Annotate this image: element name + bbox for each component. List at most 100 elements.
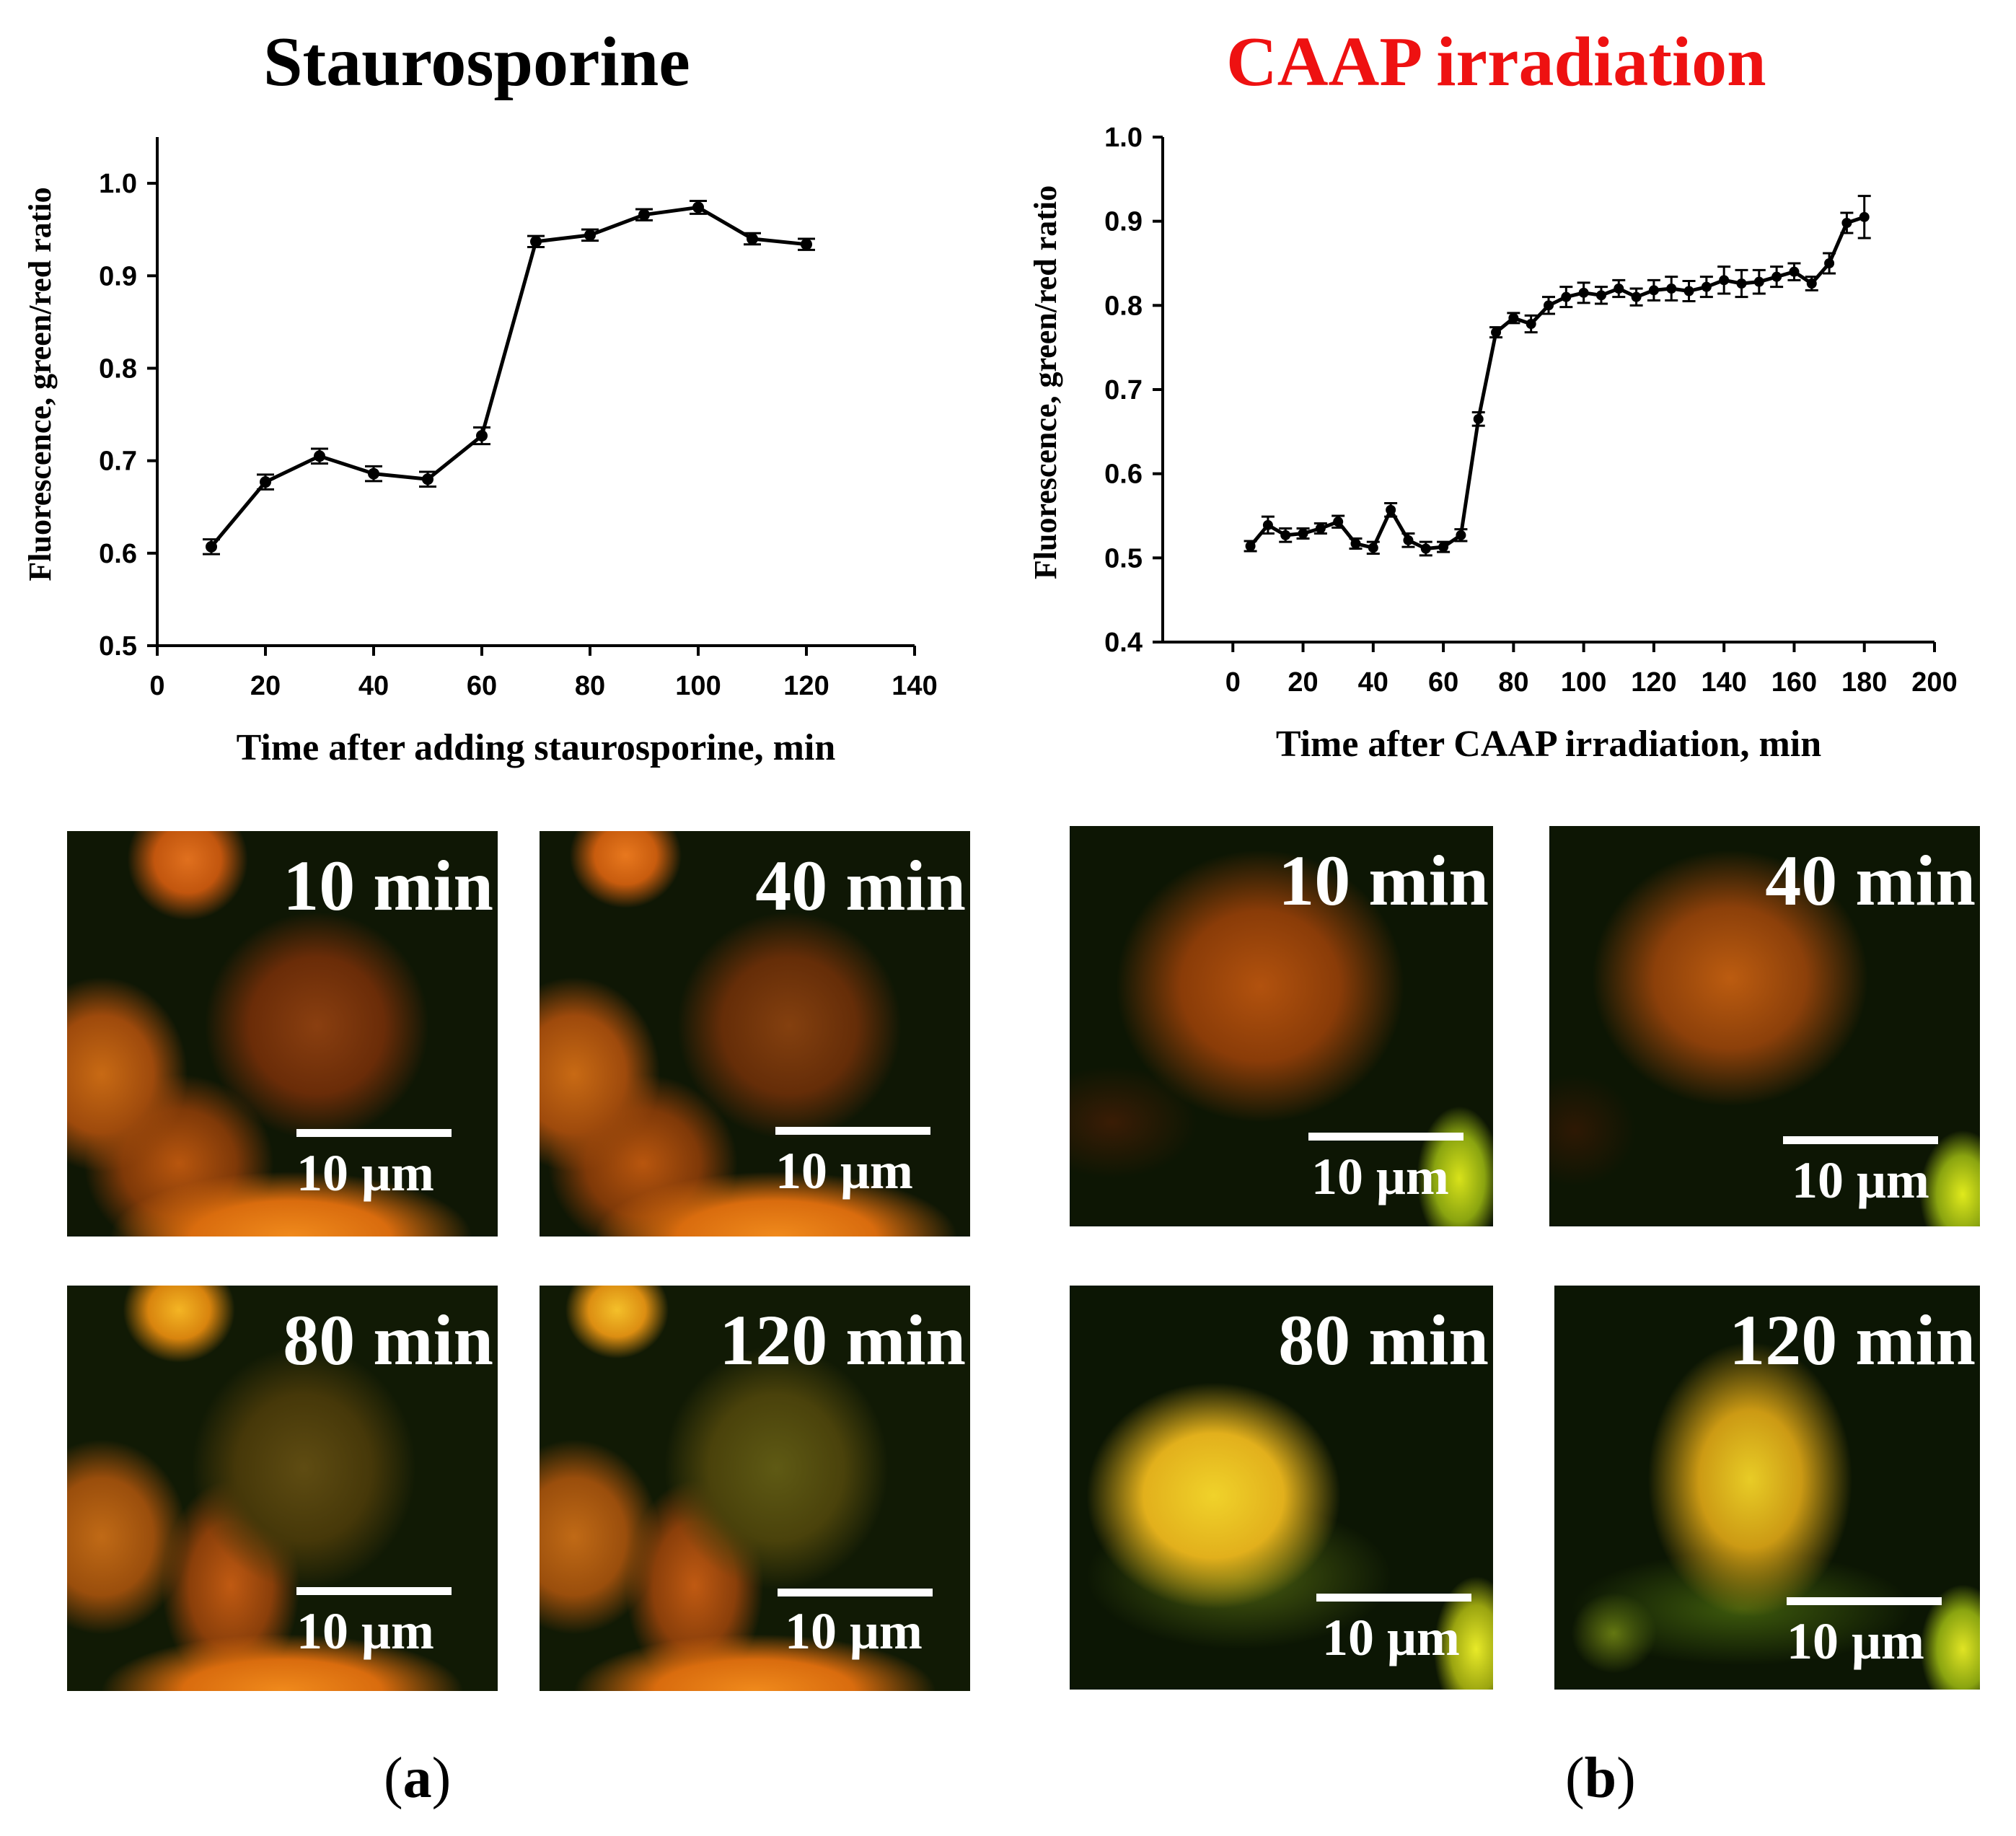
scale-label: 10 μm xyxy=(1792,1151,1929,1209)
x-tick-label: 100 xyxy=(675,671,721,701)
data-point xyxy=(1841,218,1852,228)
y-tick-label: 1.0 xyxy=(99,169,137,199)
panel-b-label: (b) xyxy=(1565,1747,1636,1810)
data-point xyxy=(1420,543,1431,554)
data-point xyxy=(368,467,379,480)
data-point xyxy=(1315,523,1326,534)
scale-bar xyxy=(1308,1133,1463,1141)
panel-a-label: (a) xyxy=(384,1747,452,1810)
data-point xyxy=(1491,327,1502,338)
data-point xyxy=(1456,530,1466,540)
scale-bar xyxy=(296,1587,452,1595)
x-tick-label: 80 xyxy=(575,671,605,701)
data-point xyxy=(1648,285,1659,296)
data-point xyxy=(1298,528,1308,539)
data-point xyxy=(1595,290,1606,301)
scale-bar xyxy=(778,1589,933,1596)
micrograph-a-10min: 10 min 10 μm xyxy=(67,831,498,1237)
data-point xyxy=(1683,286,1694,297)
micrograph-time-label: 120 min xyxy=(1729,1300,1976,1380)
scale-label: 10 μm xyxy=(296,1144,434,1202)
chart-b-title: CAAP irradiation xyxy=(1226,23,1766,101)
data-point xyxy=(1508,312,1519,323)
data-point xyxy=(1473,413,1484,424)
x-tick-label: 200 xyxy=(1911,667,1957,698)
x-tick-label: 180 xyxy=(1841,667,1887,698)
data-point xyxy=(1438,542,1449,553)
data-point xyxy=(1789,266,1800,277)
data-point xyxy=(1578,287,1589,298)
data-point xyxy=(206,540,217,553)
y-tick-label: 0.8 xyxy=(1104,291,1143,321)
y-tick-label: 0.6 xyxy=(1104,460,1143,490)
y-axis-label: Fluorescence, green/red ratio xyxy=(1028,185,1063,579)
scale-label: 10 μm xyxy=(296,1602,434,1660)
micrograph-time-label: 40 min xyxy=(755,845,966,926)
x-tick-label: 60 xyxy=(1428,667,1458,698)
data-point xyxy=(1666,284,1677,294)
x-tick-label: 20 xyxy=(250,671,281,701)
x-tick-label: 120 xyxy=(1631,667,1676,698)
chart-b: 0.4 0.5 0.6 0.7 0.8 0.9 1.0 0 20 40 60 80 100 120 140 1… xyxy=(1028,123,1958,765)
x-tick-label: 20 xyxy=(1287,667,1318,698)
y-tick-label: 0.5 xyxy=(1104,543,1143,574)
micrograph-time-label: 80 min xyxy=(283,1300,493,1380)
scale-bar xyxy=(1783,1136,1938,1144)
x-tick-label: 160 xyxy=(1771,667,1817,698)
x-tick-label: 0 xyxy=(1225,667,1241,698)
data-point xyxy=(584,229,596,241)
y-tick-label: 0.9 xyxy=(99,261,137,291)
chart-a-title: Staurosporine xyxy=(263,23,690,101)
x-axis-label: Time after CAAP irradiation, min xyxy=(1276,724,1821,765)
chart-a: 0.5 0.6 0.7 0.8 0.9 1.0 0 20 40 60 80 100 120 140 Time… xyxy=(22,137,938,768)
data-point xyxy=(1719,275,1730,286)
micrograph-b-80min: 80 min 10 μm xyxy=(1070,1286,1493,1690)
scale-label: 10 μm xyxy=(1322,1609,1460,1666)
micrograph-b-10min: 10 min 10 μm xyxy=(1070,826,1493,1226)
data-point xyxy=(1736,278,1747,289)
scale-label: 10 μm xyxy=(1311,1148,1449,1205)
micrograph-a-40min: 40 min 10 μm xyxy=(540,831,970,1237)
data-point xyxy=(1614,284,1624,294)
x-tick-label: 100 xyxy=(1561,667,1606,698)
scale-label: 10 μm xyxy=(775,1142,913,1200)
data-point xyxy=(1403,535,1414,545)
data-point xyxy=(1368,543,1378,553)
y-tick-label: 0.8 xyxy=(99,353,137,384)
y-tick-label: 0.7 xyxy=(1104,375,1143,405)
scale-bar xyxy=(1787,1597,1942,1605)
scale-label: 10 μm xyxy=(1787,1612,1924,1670)
data-point xyxy=(1245,541,1256,551)
scale-bar xyxy=(296,1129,452,1137)
x-tick-label: 0 xyxy=(149,671,164,701)
data-point xyxy=(1859,211,1870,222)
data-point xyxy=(1631,291,1642,302)
data-point xyxy=(1280,530,1291,540)
y-tick-label: 1.0 xyxy=(1104,123,1143,153)
y-tick-label: 0.5 xyxy=(99,631,137,662)
x-tick-label: 40 xyxy=(1358,667,1388,698)
data-point xyxy=(747,233,758,245)
data-point xyxy=(1806,278,1817,289)
x-tick-label: 60 xyxy=(467,671,497,701)
micrograph-time-label: 10 min xyxy=(283,845,493,926)
panel-b-letter: b xyxy=(1584,1747,1617,1810)
micrograph-a-120min: 120 min 10 μm xyxy=(540,1286,970,1691)
data-point xyxy=(1701,281,1712,292)
scale-bar xyxy=(775,1127,930,1135)
data-point xyxy=(1386,504,1396,515)
scale-label: 10 μm xyxy=(785,1602,923,1660)
micrograph-time-label: 120 min xyxy=(719,1300,966,1380)
data-point xyxy=(1824,258,1835,268)
charts-canvas: 0.5 0.6 0.7 0.8 0.9 1.0 0 20 40 60 80 100 120 140 Time… xyxy=(22,123,1958,768)
y-tick-label: 0.7 xyxy=(99,447,137,477)
data-point xyxy=(422,473,433,486)
data-point xyxy=(1526,319,1536,329)
series-line xyxy=(210,205,807,548)
data-point xyxy=(801,238,812,250)
x-tick-label: 120 xyxy=(783,671,829,701)
data-point xyxy=(314,450,325,462)
y-axis-label: Fluorescence, green/red ratio xyxy=(22,187,58,581)
data-point xyxy=(1561,291,1572,302)
micrograph-time-label: 10 min xyxy=(1278,840,1489,921)
